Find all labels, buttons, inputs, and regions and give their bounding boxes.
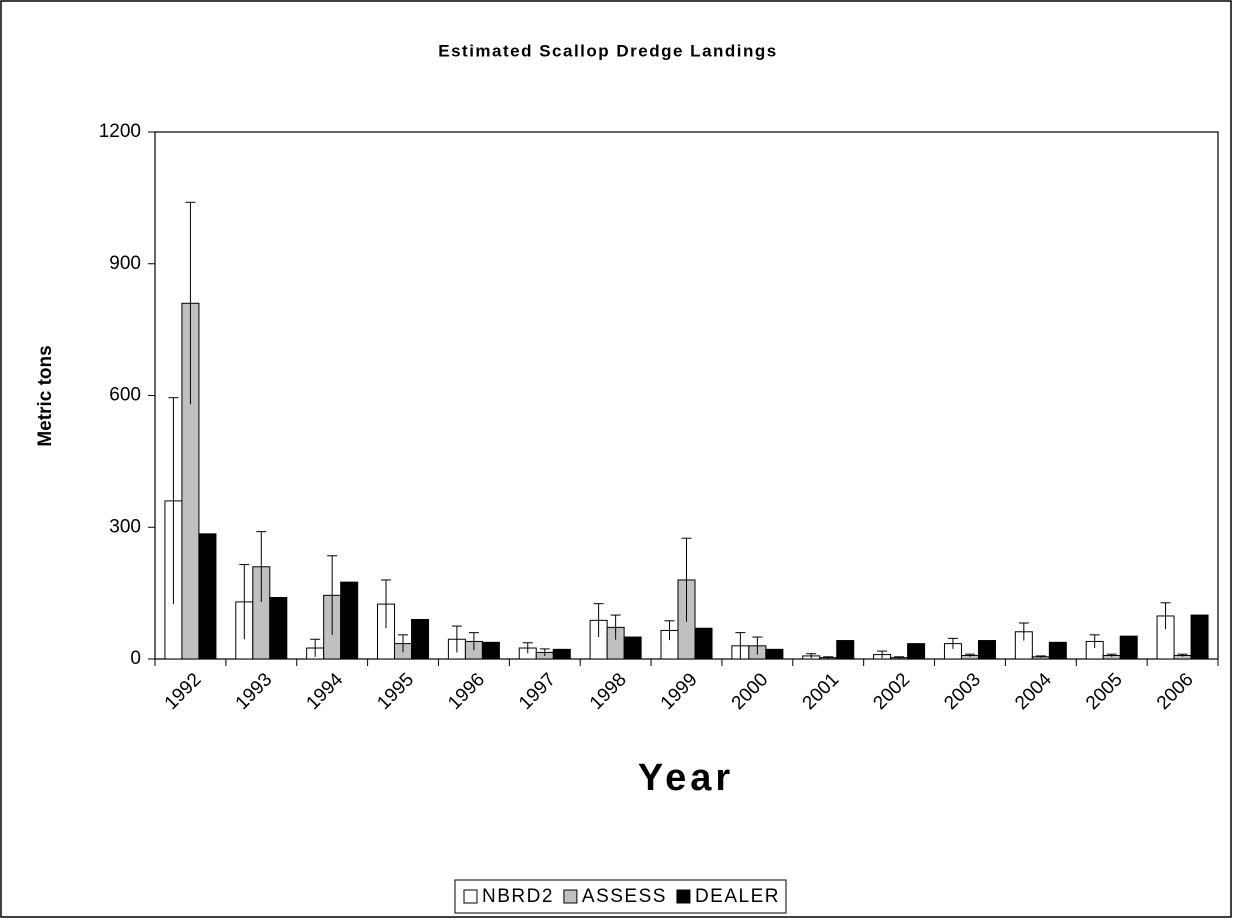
bar bbox=[765, 648, 784, 660]
y-axis-label: Metric tons bbox=[35, 345, 56, 446]
bar bbox=[623, 636, 642, 660]
bar bbox=[340, 581, 359, 660]
chart-title: Estimated Scallop Dredge Landings bbox=[438, 41, 778, 60]
y-tick-label: 0 bbox=[130, 648, 141, 669]
legend-label: ASSESS bbox=[582, 886, 667, 907]
bar bbox=[1190, 614, 1209, 660]
bar bbox=[198, 533, 217, 660]
bar bbox=[1119, 635, 1138, 660]
legend: NBRD2 ASSESS DEALER bbox=[454, 879, 787, 914]
y-tick-label: 300 bbox=[109, 516, 141, 537]
legend-label: NBRD2 bbox=[482, 886, 554, 907]
legend-swatch bbox=[563, 889, 578, 904]
legend-box bbox=[454, 879, 787, 914]
bar bbox=[836, 640, 855, 660]
legend-swatch bbox=[463, 889, 478, 904]
y-tick-label: 600 bbox=[109, 385, 141, 406]
bar bbox=[411, 618, 430, 660]
legend-swatch bbox=[676, 889, 691, 904]
bar bbox=[481, 641, 500, 660]
legend-label: DEALER bbox=[695, 886, 780, 907]
bar bbox=[694, 627, 713, 660]
x-axis-label: Year bbox=[638, 757, 734, 799]
bar bbox=[1048, 641, 1067, 660]
bar bbox=[552, 648, 571, 660]
bar bbox=[907, 643, 926, 660]
y-tick-label: 900 bbox=[109, 253, 141, 274]
bar bbox=[269, 597, 288, 660]
y-tick-label: 1200 bbox=[99, 121, 141, 142]
bar bbox=[977, 640, 996, 660]
